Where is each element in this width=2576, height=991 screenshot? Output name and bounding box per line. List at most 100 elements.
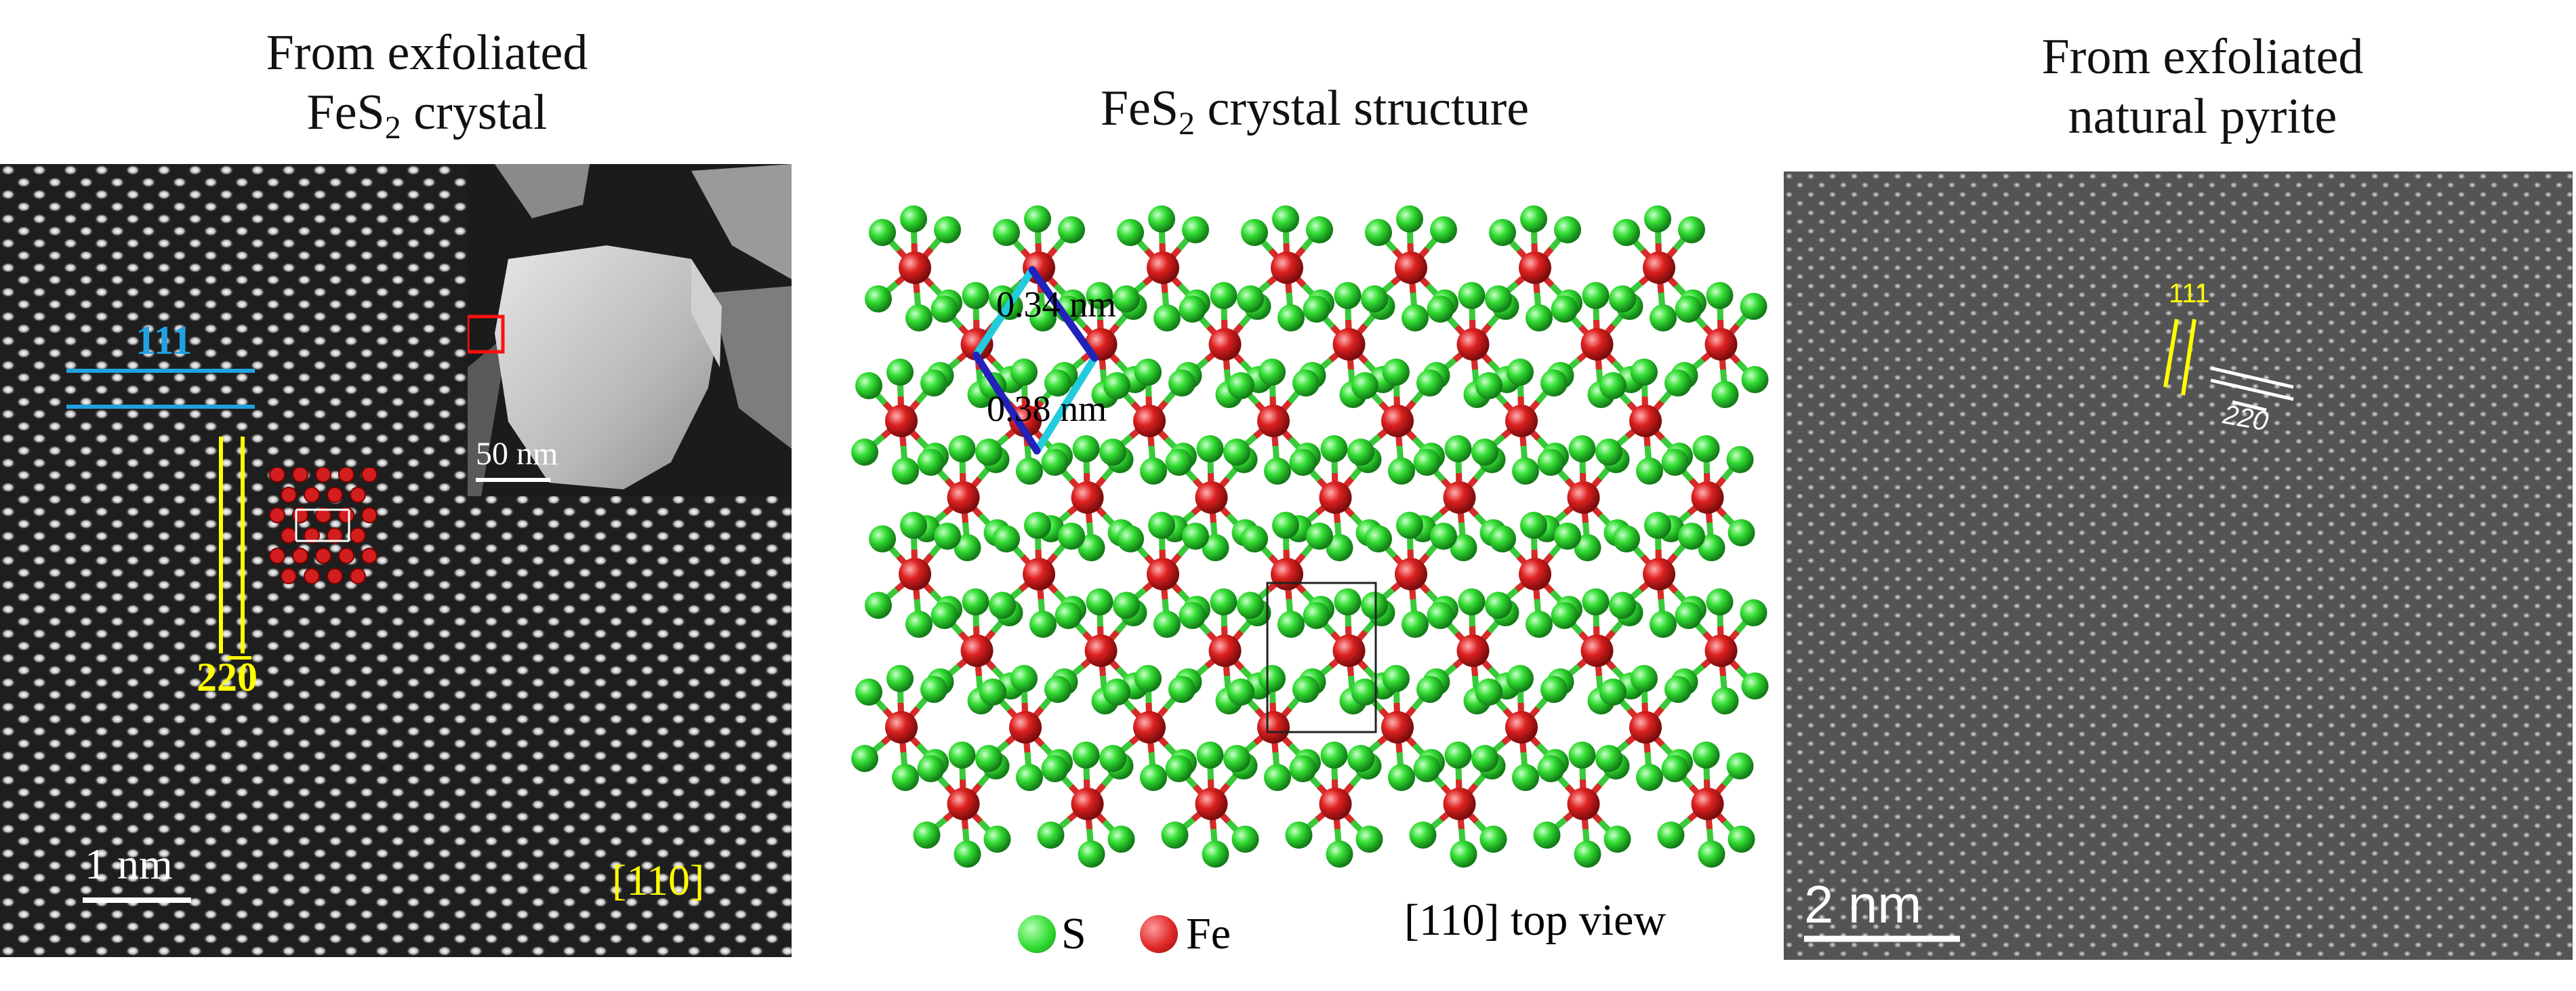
iron-atom [1023, 558, 1055, 590]
sulfur-atom [1537, 755, 1565, 782]
iron-atom [960, 634, 994, 667]
sulfur-atom [1727, 826, 1755, 853]
sulfur-atom [1334, 282, 1362, 309]
sulfur-atom [1259, 665, 1286, 692]
left-title-line2: FeS2 crystal [306, 85, 548, 146]
sulfur-atom [1237, 285, 1264, 312]
sulfur-atom [1277, 304, 1305, 331]
sulfur-atom [1010, 665, 1038, 692]
sulfur-atom [1520, 512, 1547, 539]
sulfur-atom [1303, 602, 1330, 629]
sulfur-atom [1554, 523, 1581, 550]
sulfur-atom [1692, 435, 1720, 462]
iron-atom [1456, 634, 1490, 667]
sulfur-atom [975, 745, 1002, 772]
sulfur-atom [1113, 592, 1140, 619]
sulfur-atom [934, 523, 961, 550]
sulfur-atom [1227, 372, 1254, 399]
plane-line-111-b [66, 405, 255, 409]
sulfur-atom [1574, 534, 1601, 561]
sulfur-atom [1210, 282, 1238, 309]
sulfur-atom [1223, 439, 1250, 466]
sulfur-atom [1347, 439, 1374, 466]
sulfur-atom [1507, 359, 1534, 386]
sulfur-atom [1383, 359, 1410, 386]
sulfur-atom [1153, 611, 1181, 638]
sulfur-atom [1507, 665, 1534, 692]
sulfur-atom [1044, 369, 1071, 397]
crystal-structure-model [851, 205, 1769, 868]
sulfur-atom [954, 841, 981, 868]
sulfur-atom [1292, 676, 1320, 703]
sulfur-atom [1741, 366, 1769, 393]
sulfur-atom [855, 372, 882, 399]
left-title-line1: From exfoliated [266, 25, 588, 81]
sulfur-atom [1365, 219, 1392, 246]
iron-atom [1332, 634, 1366, 667]
sulfur-atom [1024, 512, 1051, 539]
sulfur-atom [931, 296, 958, 323]
sulfur-atom [1078, 534, 1105, 561]
iron-atom [1395, 558, 1427, 590]
sulfur-atom [1086, 282, 1113, 309]
sulfur-atom [1153, 304, 1181, 331]
sulfur-atom [1402, 304, 1429, 331]
d-spacing-edge-light-2 [1033, 354, 1099, 455]
sulfur-atom [1140, 458, 1167, 485]
iron-atom [1071, 481, 1104, 514]
sulfur-atom [1179, 602, 1206, 629]
sulfur-atom [1010, 359, 1038, 386]
sulfur-atom [1631, 359, 1658, 386]
sulfur-atom [1402, 611, 1429, 638]
sulfur-atom [1277, 611, 1305, 638]
sulfur-atom [1430, 216, 1457, 243]
iron-atom [947, 481, 980, 514]
haadf-image-pyrite: 111 220 2 nm [1784, 171, 2573, 960]
iron-atom [1643, 558, 1675, 590]
sulfur-atom [1117, 219, 1144, 246]
sulfur-atom [905, 304, 933, 331]
sulfur-atom [1416, 676, 1444, 703]
sulfur-atom [1727, 519, 1755, 546]
iron-atom [1257, 405, 1290, 437]
sulfur-atom [1475, 372, 1502, 399]
sulfur-atom [931, 602, 958, 629]
sulfur-atom [865, 285, 892, 312]
iron-atom [1195, 481, 1228, 514]
iron-atom [1519, 558, 1551, 590]
sulfur-atom [1740, 293, 1767, 320]
sulfur-atom [1489, 219, 1516, 246]
sulfur-atom [1427, 296, 1454, 323]
right-scalebar-label: 2 nm [1804, 874, 1922, 934]
iron-atom [885, 405, 918, 437]
iron-atom [1567, 481, 1600, 514]
inset-scalebar-label: 50 nm [476, 436, 558, 472]
sulfur-atom [1326, 841, 1353, 868]
sulfur-atom [1196, 435, 1224, 462]
inset-crystal-image: 50 nm [468, 164, 792, 496]
iron-atom [1071, 788, 1104, 820]
sulfur-atom [1320, 742, 1348, 769]
sulfur-atom [1388, 764, 1415, 791]
sulfur-atom [934, 216, 961, 243]
sulfur-atom [1361, 285, 1388, 312]
sulfur-atom [1603, 826, 1631, 853]
sulfur-atom [851, 745, 878, 772]
legend-iron: Fe [1140, 909, 1231, 958]
d-spacing-edge-dark-1 [1028, 266, 1099, 362]
sulfur-atom [851, 439, 878, 466]
sulfur-atom [1444, 435, 1472, 462]
sulfur-atom [1355, 826, 1383, 853]
sulfur-atom [1740, 599, 1767, 626]
sulfur-atom [1551, 296, 1578, 323]
sulfur-atom [1292, 369, 1320, 397]
sulfur-atom [1631, 665, 1658, 692]
sulfur-atom [1351, 372, 1378, 399]
sulfur-atom [1168, 676, 1195, 703]
label-111-right: 111 [2169, 279, 2210, 308]
iron-atom [1580, 634, 1614, 667]
iron-atom [1505, 711, 1538, 744]
sulfur-atom [1533, 822, 1561, 849]
sulfur-atom [954, 534, 981, 561]
sulfur-atom [1636, 764, 1663, 791]
